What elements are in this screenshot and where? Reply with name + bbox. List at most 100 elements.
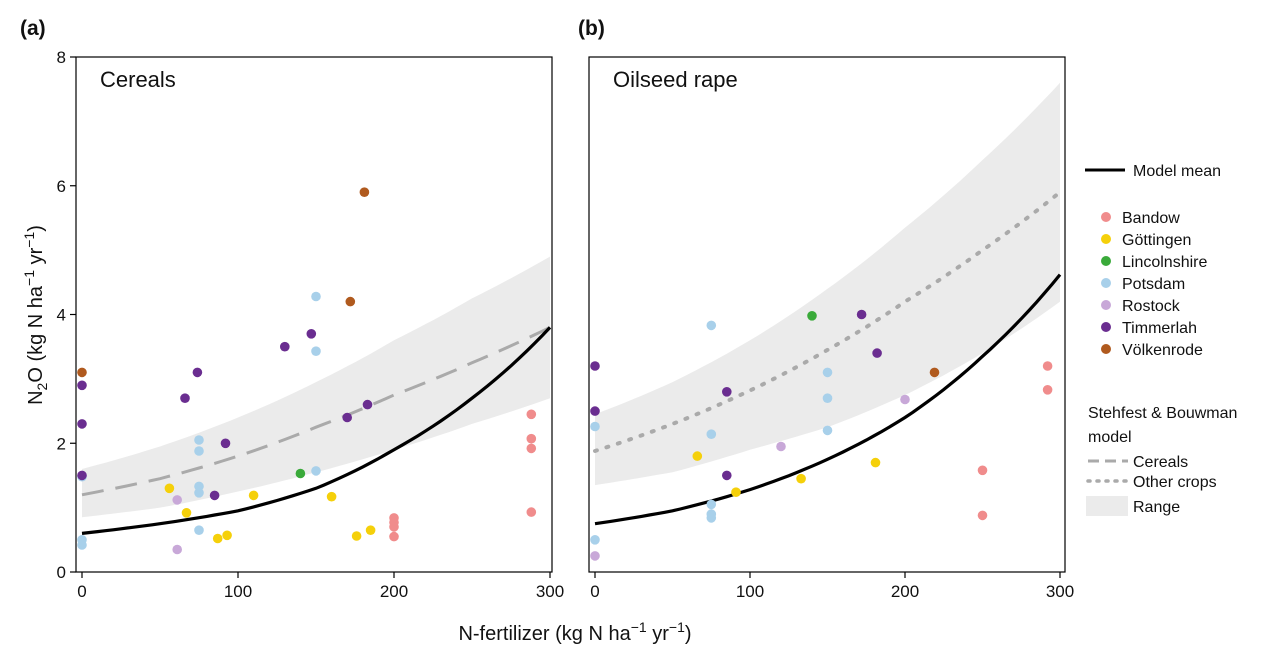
panel-a-point-lincolnshire <box>295 468 306 479</box>
panel-b-point-gottingen <box>692 451 703 461</box>
panel-a-point-rostock <box>172 495 182 505</box>
panel-a-point-timmerlah <box>306 329 317 339</box>
legend-potsdam-marker <box>1101 278 1111 288</box>
legend-cereals-label: Cereals <box>1133 454 1188 471</box>
panel-a-point-bandow <box>526 433 537 444</box>
panel-a-point-potsdam <box>311 346 321 357</box>
panel-b-lines-layer <box>593 190 1062 526</box>
panel-b-point-potsdam <box>822 425 833 436</box>
panel-b-point-bandow <box>977 510 988 521</box>
panel-a-point-potsdam <box>194 525 204 535</box>
panel-b-point-potsdam <box>706 499 717 510</box>
panel-a-point-bandow <box>526 409 537 420</box>
panel-a-points-layer <box>77 187 537 555</box>
panel-b-point-bandow <box>1042 361 1053 371</box>
panel-b-xtick-label: 300 <box>1046 582 1074 601</box>
legend-range-label: Range <box>1133 499 1180 516</box>
panel-a-point-bandow <box>526 507 537 517</box>
panel-b-point-rostock <box>590 551 600 561</box>
panel-a-xticks: 0 100 200 300 <box>77 572 564 601</box>
legend-sites: Bandow Göttingen Lincolnshire Potsdam Rostoc… <box>1101 210 1207 359</box>
panel-a-point-bandow <box>389 531 399 542</box>
panel-a-point-potsdam <box>194 446 204 456</box>
panel-a: (a) Cereals 0 100 200 300 0 2 4 6 8 <box>20 17 564 601</box>
legend-gottingen-label: Göttingen <box>1122 232 1191 249</box>
panel-a-point-timmerlah <box>77 380 87 391</box>
panel-a-point-gottingen <box>181 508 192 518</box>
panel-b-point-rostock <box>900 394 910 405</box>
panel-b-reference-line <box>593 190 1062 453</box>
panel-b-band-layer <box>595 82 1060 486</box>
legend-gottingen-marker <box>1101 234 1111 244</box>
legend-range-swatch <box>1086 496 1128 516</box>
legend-reference-title-line2: model <box>1088 429 1132 446</box>
panel-b-point-potsdam <box>590 421 600 432</box>
panel-a-ytick-label: 0 <box>57 563 66 582</box>
panel-b-xtick-label: 200 <box>891 582 919 601</box>
panel-b-model-mean-line <box>594 273 1062 526</box>
panel-a-xtick-label: 300 <box>536 582 564 601</box>
panel-a-point-gottingen <box>164 483 175 494</box>
legend-volkenrode-marker <box>1101 344 1111 354</box>
panel-a-ytick-label: 2 <box>57 434 66 453</box>
panel-a-point-bandow <box>389 522 399 532</box>
legend-bandow-marker <box>1101 212 1111 222</box>
y-axis-title: N2O (kg N ha−1 yr−1) <box>21 225 50 405</box>
panel-a-xtick-label: 0 <box>77 582 86 601</box>
panel-b-label: (b) <box>578 17 605 40</box>
legend-model-mean-label: Model mean <box>1133 163 1221 180</box>
panel-a-point-timmerlah <box>77 419 87 429</box>
panel-a-point-timmerlah <box>280 341 290 352</box>
panel-a-ytick-label: 4 <box>57 306 66 325</box>
panel-b-point-gottingen <box>870 457 881 468</box>
panel-a-point-timmerlah <box>220 438 231 449</box>
panel-b-point-volkenrode <box>929 367 940 378</box>
legend-timmerlah-label: Timmerlah <box>1122 320 1197 337</box>
panel-a-point-timmerlah <box>180 393 190 404</box>
panel-b-point-potsdam <box>706 513 717 523</box>
panel-a-point-gottingen <box>248 490 259 501</box>
panel-a-lines-layer <box>81 326 552 535</box>
legend-other-crops-label: Other crops <box>1133 474 1217 491</box>
panel-b-point-lincolnshire <box>807 311 817 321</box>
panel-b-point-timmerlah <box>722 470 732 481</box>
legend-reference-title-line1: Stehfest & Bouwman <box>1088 405 1237 422</box>
panel-a-point-gottingen <box>222 530 232 541</box>
panel-b-title: Oilseed rape <box>613 67 738 92</box>
panel-b-point-potsdam <box>822 393 833 404</box>
panel-a-ytick-label: 8 <box>57 48 66 67</box>
panel-b-xtick-label: 0 <box>590 582 599 601</box>
panel-a-point-potsdam <box>194 435 204 445</box>
legend-lincolnshire-marker <box>1101 256 1111 266</box>
panel-a-point-timmerlah <box>209 490 220 501</box>
panel-a-label: (a) <box>20 17 46 40</box>
panel-b-point-timmerlah <box>856 309 867 320</box>
panel-b-point-potsdam <box>590 535 600 545</box>
panel-b-point-timmerlah <box>590 361 600 371</box>
panel-b-point-potsdam <box>822 367 833 378</box>
panel-a-point-potsdam <box>311 291 321 302</box>
legend-bandow-label: Bandow <box>1122 210 1180 227</box>
legend-volkenrode-label: Völkenrode <box>1122 342 1203 359</box>
legend-potsdam-label: Potsdam <box>1122 276 1185 293</box>
panel-a-point-volkenrode <box>359 187 370 197</box>
panel-b-point-gottingen <box>796 473 806 484</box>
panel-b-point-potsdam <box>706 320 717 331</box>
panel-a-point-potsdam <box>194 488 204 498</box>
panel-b-xtick-label: 100 <box>736 582 764 601</box>
panel-b-range-band <box>595 82 1060 486</box>
panel-b-point-timmerlah <box>590 406 600 416</box>
panel-a-point-timmerlah <box>192 367 203 378</box>
panel-b-point-bandow <box>1042 385 1053 395</box>
panel-b-frame <box>588 56 1066 573</box>
panel-a-reference-line <box>81 326 551 497</box>
panel-a-point-timmerlah <box>77 470 87 481</box>
panel-a-yticks: 0 2 4 6 8 <box>57 48 76 582</box>
legend-timmerlah-marker <box>1101 322 1111 332</box>
panel-b-point-bandow <box>977 465 988 476</box>
panel-a-point-potsdam <box>77 540 87 550</box>
panel-a-point-timmerlah <box>342 412 353 423</box>
panel-a-title: Cereals <box>100 67 176 92</box>
panel-b-point-timmerlah <box>722 387 732 397</box>
legend-rostock-marker <box>1101 300 1111 310</box>
